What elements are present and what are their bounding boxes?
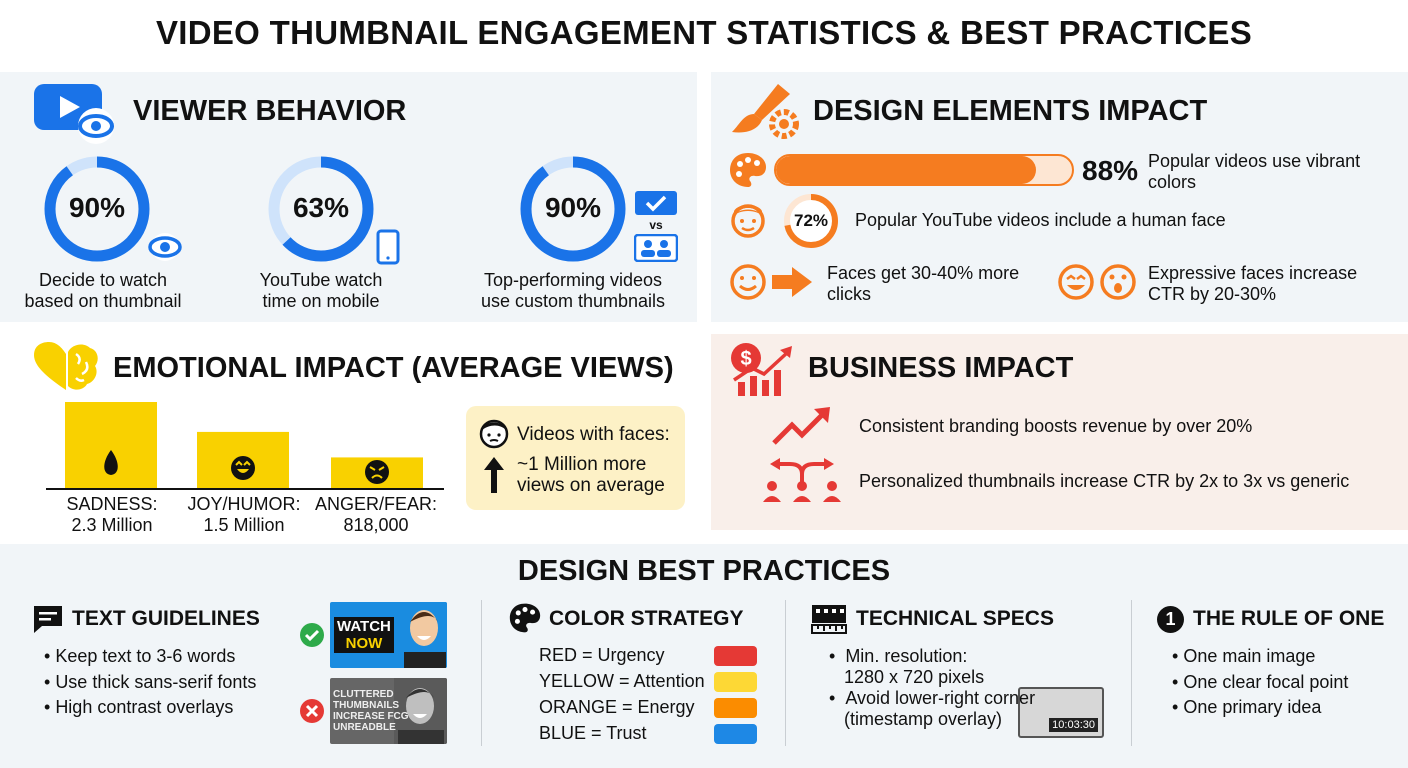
bar-sadness <box>65 402 157 488</box>
eye-icon <box>148 233 182 261</box>
viewer-behavior-heading: VIEWER BEHAVIOR <box>133 95 407 127</box>
bar-value: 88% <box>1082 155 1139 186</box>
person-photo <box>394 678 447 744</box>
vs-label: vs <box>649 218 663 232</box>
ctr-caption: Expressive faces increase CTR by 20-30% <box>1148 263 1358 304</box>
color-blue-label: BLUE = Trust <box>539 723 647 743</box>
stat-value-3: 90% <box>544 192 602 223</box>
chat-text-icon <box>34 606 62 633</box>
swatch-blue <box>714 724 757 744</box>
best-practices-heading: DESIGN BEST PRACTICES <box>517 555 891 587</box>
donut-chart-1 <box>44 156 150 262</box>
vibrant-colors-bar-fill <box>776 156 1037 184</box>
swatch-red <box>714 646 757 666</box>
bad-thumb-text: CLUTTERED THUMBNAILS INCREASE FCG UNREADBLE <box>333 689 409 733</box>
check-circle-icon <box>300 623 324 647</box>
face-outline-icon <box>479 419 509 449</box>
heart-brain-icon <box>34 342 98 390</box>
split-users-icon <box>763 458 841 502</box>
mobile-phone-icon <box>376 229 400 265</box>
bad-thumbnail-example: CLUTTERED THUMBNAILS INCREASE FCG UNREADBLE <box>330 678 447 744</box>
checkmark-icon <box>635 191 677 215</box>
list-item: One clear focal point <box>1172 670 1348 696</box>
laughing-face-icon <box>231 456 255 480</box>
design-elements-heading: DESIGN ELEMENTS IMPACT <box>813 95 1208 127</box>
divider <box>785 600 786 746</box>
tick-label-sadness: SADNESS: 2.3 Million <box>66 494 158 535</box>
x-circle-icon <box>300 699 324 723</box>
text-guidelines-list: Keep text to 3-6 words Use thick sans-se… <box>44 644 256 721</box>
bar-caption: Popular videos use vibrant colors <box>1148 151 1361 192</box>
tick-label-joy: JOY/HUMOR: 1.5 Million <box>187 494 301 535</box>
donut-chart-3 <box>520 156 626 262</box>
smiley-arrow-icon <box>730 264 812 300</box>
divider <box>481 600 482 746</box>
rule-of-one-list: One main image One clear focal point One… <box>1172 644 1348 721</box>
users-icon <box>634 234 678 262</box>
callout-title: Videos with faces: <box>517 424 670 445</box>
swatch-orange <box>714 698 757 718</box>
number-one-badge: 1 <box>1157 606 1184 633</box>
timestamp-label: 10:03:30 <box>1049 718 1098 732</box>
good-thumb-text: WATCH NOW <box>334 617 394 653</box>
expressive-faces-icon <box>1058 264 1136 300</box>
business-impact-panel <box>711 334 1408 530</box>
face-percent-ring <box>784 194 838 248</box>
donut-arc-3 <box>520 156 626 262</box>
list-item: One main image <box>1172 644 1348 670</box>
angry-face-icon <box>365 460 389 484</box>
timestamp-preview: 10:03:30 <box>1018 687 1104 738</box>
list-item: High contrast overlays <box>44 695 256 721</box>
technical-specs-heading: TECHNICAL SPECS <box>856 607 1054 630</box>
vibrant-colors-bar <box>774 154 1074 186</box>
paintbrush-gear-icon <box>732 84 799 139</box>
stat-value-1: 90% <box>68 192 126 223</box>
donut-arc-1 <box>44 156 150 262</box>
list-item: Use thick sans-serif fonts <box>44 670 256 696</box>
swatch-yellow <box>714 672 757 692</box>
stat-caption-2: YouTube watch time on mobile <box>259 270 383 311</box>
tech-item-1: • Min. resolution: 1280 x 720 pixels <box>829 646 985 687</box>
color-orange-label: ORANGE = Energy <box>539 697 695 717</box>
list-item: One primary idea <box>1172 695 1348 721</box>
arrow-up-icon <box>484 457 504 493</box>
face-caption: Popular YouTube videos include a human f… <box>855 210 1226 230</box>
person-photo <box>402 602 447 668</box>
divider <box>1131 600 1132 746</box>
emotional-impact-heading: EMOTIONAL IMPACT (AVERAGE VIEWS) <box>113 352 674 384</box>
donut-chart-2 <box>268 156 374 262</box>
business-impact-heading: BUSINESS IMPACT <box>808 352 1074 384</box>
face-percent-arc <box>784 194 838 248</box>
callout-body: ~1 Million more views on average <box>517 454 665 496</box>
color-red-label: RED = Urgency <box>539 645 665 665</box>
good-thumbnail-example: WATCH NOW <box>330 602 447 668</box>
clicks-caption: Faces get 30-40% more clicks <box>827 263 1020 304</box>
palette-icon <box>509 603 541 633</box>
stat-caption-3: Top-performing videos use custom thumbnai… <box>480 270 666 311</box>
donut-arc-2 <box>268 156 374 262</box>
trend-up-icon <box>772 407 830 445</box>
stat-value-2: 63% <box>292 192 350 223</box>
list-item: Keep text to 3-6 words <box>44 644 256 670</box>
tech-item-2: • Avoid lower-right corner (timestamp ov… <box>829 688 1036 729</box>
stat-caption-1: Decide to watch based on thumbnail <box>24 270 182 311</box>
color-strategy-heading: COLOR STRATEGY <box>549 607 744 630</box>
money-growth-icon: $ <box>731 343 792 396</box>
page-title: VIDEO THUMBNAIL ENGAGEMENT STATISTICS & … <box>155 14 1253 51</box>
rule-of-one-heading: THE RULE OF ONE <box>1193 607 1385 630</box>
tick-label-anger: ANGER/FEAR: 818,000 <box>314 494 438 535</box>
text-guidelines-heading: TEXT GUIDELINES <box>72 607 260 630</box>
palette-icon <box>730 153 766 187</box>
business-item-2: Personalized thumbnails increase CTR by … <box>859 471 1350 491</box>
face-percent: 72% <box>793 211 829 230</box>
emotional-bar-chart <box>46 402 444 490</box>
video-eye-icon <box>34 84 114 144</box>
face-icon <box>731 204 765 238</box>
business-item-1: Consistent branding boosts revenue by ov… <box>859 416 1253 436</box>
color-yellow-label: YELLOW = Attention <box>539 671 705 691</box>
teardrop-icon <box>104 450 118 475</box>
svg-text:$: $ <box>740 348 751 370</box>
film-ruler-icon <box>811 605 847 634</box>
viewer-behavior-panel <box>0 72 697 322</box>
